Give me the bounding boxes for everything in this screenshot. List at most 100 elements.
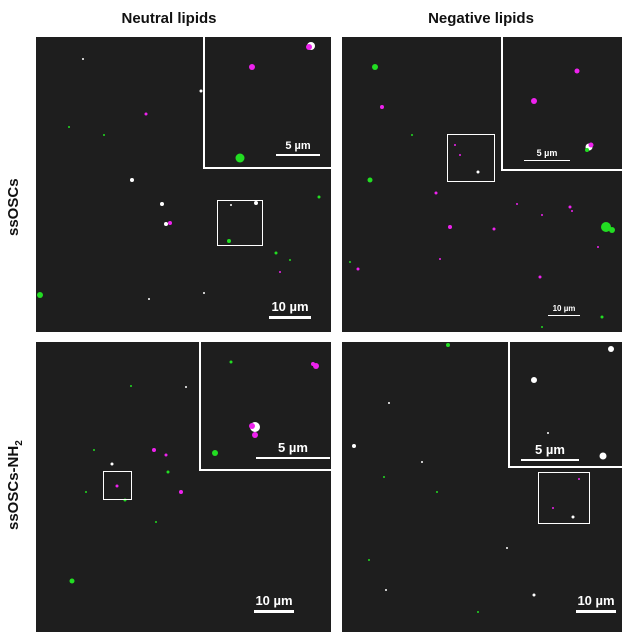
particle: [532, 593, 536, 597]
particle: [608, 346, 614, 352]
particles-layer: [37, 58, 321, 300]
inset-scale-label: 5 µm: [535, 442, 565, 457]
micrograph-neutral-ssoscs: 5 µm 10 µm: [36, 37, 331, 332]
particle: [585, 148, 589, 152]
particle: [477, 611, 479, 613]
particle: [459, 154, 461, 156]
particle: [454, 144, 456, 146]
particle: [506, 547, 508, 549]
column-title-neutral: Neutral lipids: [121, 10, 217, 27]
particle: [372, 64, 378, 70]
particle: [380, 105, 384, 109]
particle: [249, 64, 255, 70]
particle: [203, 292, 205, 294]
particle: [160, 202, 164, 206]
scale-line: [254, 610, 294, 613]
particle: [311, 362, 315, 366]
particle: [492, 227, 496, 231]
particle: [212, 450, 218, 456]
scale-label: 10 µm: [255, 593, 293, 608]
inset-particles: [531, 346, 614, 460]
particle: [110, 462, 114, 466]
particle: [130, 178, 134, 182]
particle: [82, 58, 84, 60]
particle: [274, 251, 278, 255]
particles-layer: [349, 64, 615, 328]
particle: [130, 385, 132, 387]
particle: [252, 432, 258, 438]
particle: [568, 205, 572, 209]
particle: [571, 515, 575, 519]
particle: [317, 195, 321, 199]
particle: [547, 432, 549, 434]
particle: [552, 507, 554, 509]
zoom-region-box: [447, 134, 495, 182]
zoom-region-box: [538, 472, 590, 524]
particles-layer: [69, 385, 187, 584]
particle: [185, 386, 187, 388]
particle: [601, 222, 611, 232]
particle: [439, 258, 441, 260]
particle: [306, 44, 312, 50]
particle: [152, 448, 156, 452]
particle: [446, 343, 450, 347]
inset-zoom: 5 µm: [508, 342, 622, 468]
scale-label: 10 µm: [577, 593, 615, 608]
inset-scale-label: 5 µm: [278, 440, 308, 455]
particle: [148, 298, 150, 300]
scale-bar: 10 µm: [574, 593, 618, 613]
particle: [599, 452, 607, 460]
particle: [385, 589, 387, 591]
particle: [588, 142, 594, 148]
particle: [436, 491, 438, 493]
micrograph-neutral-ssoscs-nh2: 5 µm 10 µm: [36, 342, 331, 632]
particle: [367, 177, 373, 183]
particle: [352, 444, 356, 448]
particle: [541, 326, 543, 328]
row-title-ssoscs-nh2: ssOSCs-NH2: [5, 440, 25, 530]
particle: [349, 261, 351, 263]
scale-line: [548, 315, 580, 316]
zoom-region-box: [217, 200, 263, 246]
particle: [93, 449, 95, 451]
inset-scale-bar: 5 µm: [523, 148, 571, 161]
particle: [69, 578, 75, 584]
scale-bar: 10 µm: [547, 304, 581, 316]
particle: [476, 170, 480, 174]
inset-scale-label: 5 µm: [285, 140, 311, 152]
scale-line: [576, 610, 616, 613]
particle: [199, 89, 203, 93]
particle: [571, 210, 573, 212]
particle: [609, 227, 615, 233]
particle: [37, 292, 43, 298]
particle: [249, 423, 255, 429]
particle: [597, 246, 599, 248]
scale-bar: 10 µm: [268, 299, 312, 319]
particle: [574, 68, 580, 74]
particle: [421, 461, 423, 463]
particle: [144, 112, 148, 116]
row-title-ssoscs: ssOSCs: [5, 178, 22, 236]
particle: [254, 201, 258, 205]
row-title-ssoscs-nh2-main: ssOSCs-NH: [5, 445, 22, 530]
inset-scale-bar: 5 µm: [255, 440, 331, 459]
particle: [164, 222, 168, 226]
particle: [279, 271, 281, 273]
particle: [531, 98, 537, 104]
particle: [235, 153, 245, 163]
particle: [155, 521, 157, 523]
scale-label: 10 µm: [552, 304, 576, 313]
particle: [411, 134, 413, 136]
particle: [434, 191, 438, 195]
particle: [448, 225, 452, 229]
scale-bar: 10 µm: [252, 593, 296, 613]
inset-scale-line: [524, 160, 570, 161]
scale-line: [269, 316, 311, 319]
particle: [388, 402, 390, 404]
particle: [166, 470, 170, 474]
inset-particles: [531, 68, 594, 152]
zoom-box-particles: [552, 478, 580, 519]
inset-zoom: 5 µm: [199, 342, 331, 471]
micrograph-negative-ssoscs: 5 µm 10 µm: [342, 37, 622, 332]
inset-scale-line: [256, 457, 330, 459]
